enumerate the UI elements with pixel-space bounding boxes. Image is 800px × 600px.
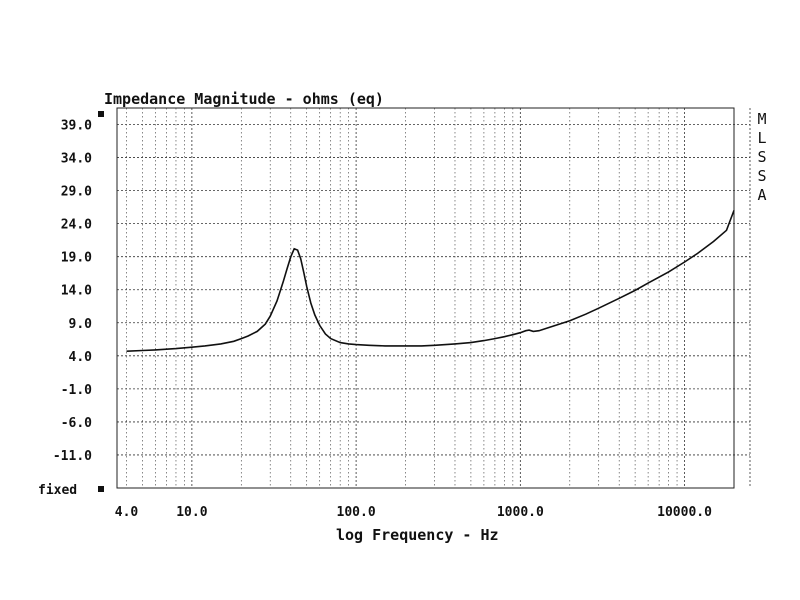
impedance-series-line (126, 210, 735, 352)
x-axis-label: log Frequency - Hz (336, 526, 499, 544)
series-layer (126, 210, 735, 352)
x-tick-label: 100.0 (337, 505, 376, 520)
side-label-letter: L (757, 129, 766, 147)
y-tick-labels: 39.0 34.0 29.0 24.0 19.0 14.0 9.0 4.0 -1.0 -6.0 -1… (53, 119, 92, 464)
side-label-letter: M (757, 110, 766, 128)
y-tick-label: -11.0 (53, 449, 92, 464)
y-tick-label: 29.0 (61, 185, 92, 200)
x-tick-label: 1000.0 (497, 505, 544, 520)
grid (117, 108, 750, 488)
x-tick-label: 10.0 (176, 505, 207, 520)
x-tick-label: 4.0 (115, 505, 139, 520)
y-tick-label: 39.0 (61, 119, 92, 134)
y-tick-label: 19.0 (61, 251, 92, 266)
y-tick-label: 24.0 (61, 218, 92, 233)
side-label-letter: S (757, 167, 766, 185)
y-tick-label: 9.0 (69, 317, 93, 332)
y-tick-label: -6.0 (61, 416, 92, 431)
side-label-letter: S (757, 148, 766, 166)
chart-title: Impedance Magnitude - ohms (eq) (104, 90, 384, 108)
y-tick-label: 4.0 (69, 350, 93, 365)
x-tick-labels: 4.0 10.0 100.0 1000.0 10000.0 (115, 505, 712, 520)
y-tick-label: 14.0 (61, 284, 92, 299)
plot-frame (116, 107, 735, 489)
y-bottom-label: fixed (38, 483, 77, 498)
top-left-marker (98, 111, 104, 117)
bottom-left-marker (98, 486, 104, 492)
x-tick-label: 10000.0 (657, 505, 712, 520)
y-tick-label: 34.0 (61, 152, 92, 167)
y-tick-label: -1.0 (61, 383, 92, 398)
side-label-letter: A (757, 186, 766, 204)
